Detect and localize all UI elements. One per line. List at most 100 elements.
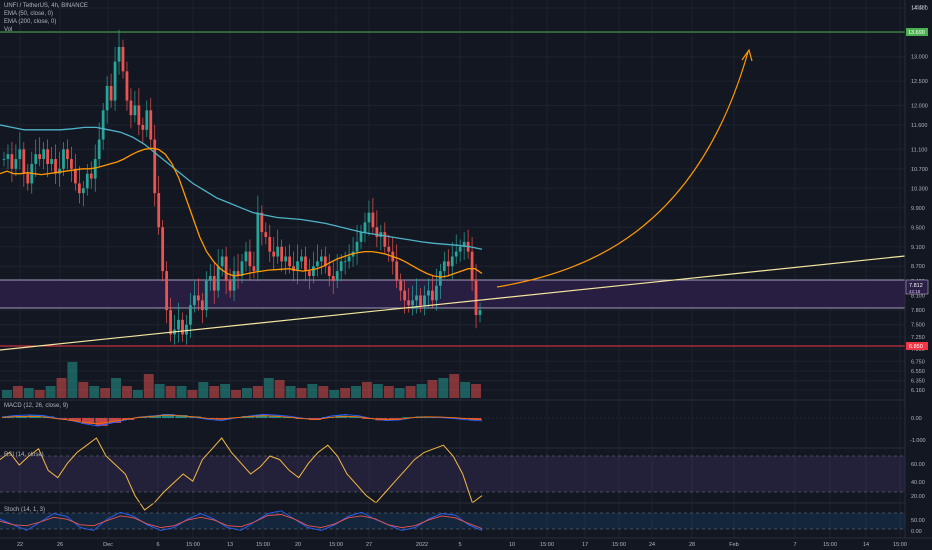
stoch-legend: Stoch (14, 1, 3) [4, 506, 45, 514]
time-tick-label: 6 [156, 542, 159, 548]
candle-body [288, 256, 291, 267]
candle-body [296, 261, 299, 272]
macd-bar [402, 417, 415, 418]
candle-body [228, 280, 232, 291]
ascending-trendline [0, 255, 906, 351]
candle-body [438, 271, 442, 286]
candle-body [478, 310, 482, 315]
volume-bar [329, 390, 340, 398]
volume-bar [209, 386, 220, 398]
candle-body [268, 237, 272, 252]
candle-body [141, 124, 145, 130]
candle-body [137, 105, 141, 125]
candle-body [220, 256, 224, 267]
candle-body [89, 173, 93, 179]
rsi-axis-20: 20.00 [911, 494, 925, 500]
candle-body [454, 251, 458, 257]
volume-bar [263, 378, 274, 398]
candle-body [419, 295, 422, 306]
candle-body [193, 295, 196, 306]
volume-bar [372, 384, 383, 398]
volume-bar [285, 386, 296, 398]
macd-bar [2, 417, 15, 418]
candle-body [216, 266, 220, 291]
time-tick-label: 2022 [416, 542, 428, 548]
price-tick-label: 6.350 [911, 379, 925, 385]
time-tick-label: Dec [103, 542, 113, 548]
volume-bar [231, 390, 241, 398]
ema50-line [0, 147, 483, 278]
candle-body [77, 183, 81, 194]
candle-body [42, 149, 46, 160]
candle-body [442, 261, 446, 272]
stoch-band [0, 513, 905, 529]
ema200-line [0, 124, 483, 250]
legend-macd[interactable]: MACD (12, 26, close, 9) [4, 403, 69, 409]
candle-body [105, 85, 109, 111]
legend-ema50[interactable]: EMA (50, close, 0) [4, 11, 54, 17]
candle-body [149, 110, 153, 140]
candle-body [339, 261, 343, 272]
candle-body [38, 154, 42, 160]
stoch-axis-50: 50.00 [911, 518, 925, 524]
price-tick-label: 9.900 [911, 206, 925, 212]
resistance-badge: 13.690 [906, 28, 928, 36]
legend-ema200[interactable]: EMA (200, close, 0) [4, 19, 57, 25]
volume-bar [460, 382, 471, 398]
candle-body [117, 46, 121, 62]
candle-body [323, 256, 327, 267]
stoch-d-line [0, 514, 483, 529]
time-tick-label: 15:00 [540, 542, 554, 548]
stoch-k-line [0, 510, 483, 531]
volume-bar [405, 386, 416, 398]
time-tick-label: 27 [366, 542, 372, 548]
volume-bar [471, 384, 481, 398]
volume-bar [143, 374, 154, 398]
candle-body [315, 261, 319, 267]
volume-bar [111, 378, 121, 398]
candle-body [292, 266, 295, 272]
candle-body [22, 149, 26, 174]
candle-body [260, 212, 264, 233]
candle-body [470, 251, 474, 281]
price-tick-label: 7.800 [911, 308, 925, 314]
price-tick-label: 10.300 [911, 186, 928, 192]
candle-body [157, 193, 161, 228]
projection-curve [496, 51, 749, 288]
volume-bar [89, 386, 100, 398]
main-legend: UNFI / TetherUS, 4h, BINANCE EMA (50, cl… [4, 2, 88, 34]
time-tick-label: 5 [458, 542, 461, 548]
time-tick-label: 24 [649, 542, 655, 548]
macd-bar [175, 415, 188, 418]
candle-body [14, 159, 18, 169]
candle-body [50, 159, 53, 164]
volume-bar [176, 386, 187, 398]
volume-bar [198, 382, 209, 398]
support-badge: 6.850 [906, 342, 928, 350]
legend-stoch[interactable]: Stoch (14, 1, 3) [4, 507, 46, 513]
volume-bar [318, 386, 329, 398]
candle-body [474, 280, 478, 315]
price-tick-label: 8.100 [911, 293, 925, 299]
legend-vol[interactable]: Vol [4, 27, 13, 33]
candle-body [446, 261, 450, 267]
time-axis[interactable]: 22 26 Dec 6 15:00 13 15:00 20 15:00 27 2022 5 10 15:0… [17, 542, 907, 548]
candle-body [26, 173, 30, 184]
candle-body [335, 271, 339, 281]
volume-bar [132, 390, 143, 398]
legend-rsi[interactable]: RSI (14, close) [4, 452, 44, 458]
candle-body [312, 266, 315, 276]
volume-bar [252, 386, 263, 398]
price-axis[interactable]: 14.00013.50013.00012.50012.00011.60011.1… [911, 6, 928, 394]
price-tick-label: 7.500 [911, 323, 925, 329]
volume-bar [12, 386, 23, 398]
time-tick-label: 15:00 [186, 542, 200, 548]
candle-body [200, 300, 204, 311]
macd-axis-zero: 0.00 [911, 416, 922, 422]
candle-body [161, 227, 165, 272]
candle-body [240, 261, 244, 276]
symbol-title[interactable]: UNFI / TetherUS, 4h, BINANCE [4, 3, 88, 9]
candle-body [129, 100, 133, 116]
time-tick-label: 13 [227, 542, 233, 548]
